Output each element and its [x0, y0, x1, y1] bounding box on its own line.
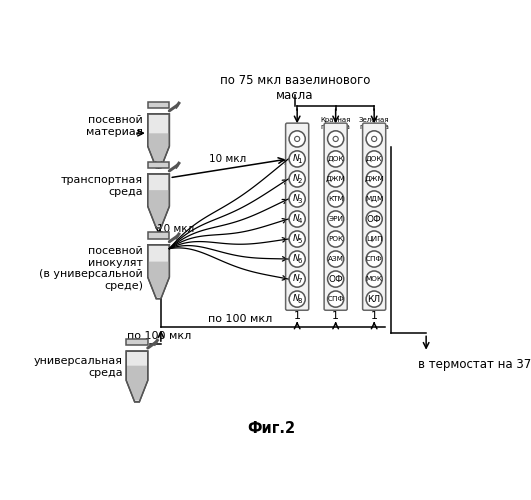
- Circle shape: [366, 171, 382, 187]
- Text: N: N: [293, 194, 300, 202]
- Text: КЛ: КЛ: [367, 294, 381, 304]
- Polygon shape: [148, 114, 169, 168]
- Text: 5: 5: [298, 238, 302, 244]
- Text: N: N: [293, 214, 300, 222]
- Text: 1: 1: [297, 158, 302, 164]
- Polygon shape: [149, 190, 168, 226]
- Text: ДОК: ДОК: [328, 156, 344, 162]
- Circle shape: [289, 151, 305, 167]
- Circle shape: [328, 151, 344, 167]
- FancyBboxPatch shape: [363, 123, 386, 310]
- Text: МОК: МОК: [366, 276, 383, 282]
- Text: по 100 мкл: по 100 мкл: [209, 314, 273, 324]
- Text: ДЖМ: ДЖМ: [326, 176, 346, 182]
- Text: Фиг.2: Фиг.2: [247, 421, 296, 436]
- Text: 1: 1: [371, 310, 378, 320]
- Circle shape: [289, 191, 305, 207]
- Text: по 75 мкл вазелинового
масла: по 75 мкл вазелинового масла: [220, 74, 370, 102]
- Polygon shape: [149, 134, 168, 166]
- Text: СПФ: СПФ: [327, 296, 344, 302]
- Circle shape: [289, 251, 305, 267]
- Circle shape: [366, 191, 382, 207]
- Text: N: N: [293, 254, 300, 263]
- Text: ЭРИ: ЭРИ: [328, 216, 343, 222]
- Circle shape: [366, 211, 382, 227]
- Text: посевной
инокулят
(в универсальной
среде): посевной инокулят (в универсальной среде…: [39, 246, 143, 291]
- Text: N: N: [293, 294, 300, 303]
- Circle shape: [366, 131, 382, 147]
- Circle shape: [333, 136, 338, 141]
- Text: 6: 6: [297, 258, 302, 264]
- Circle shape: [289, 231, 305, 247]
- Text: N: N: [293, 274, 300, 283]
- Text: ОФ: ОФ: [367, 214, 382, 224]
- Text: 1: 1: [294, 310, 301, 320]
- Text: 10 мкл: 10 мкл: [157, 224, 194, 234]
- Polygon shape: [148, 245, 169, 298]
- Text: Зеленая
полоска: Зеленая полоска: [359, 117, 389, 130]
- Text: ДОК: ДОК: [366, 156, 382, 162]
- Text: СПФ: СПФ: [366, 256, 382, 262]
- Text: 2: 2: [298, 178, 302, 184]
- Text: N: N: [293, 174, 300, 182]
- Circle shape: [366, 291, 382, 307]
- Text: в термостат на 37°C: в термостат на 37°C: [418, 358, 531, 370]
- Text: посевной
материал: посевной материал: [87, 116, 143, 137]
- Text: МДМ: МДМ: [365, 196, 383, 202]
- Text: Красная
полоска: Красная полоска: [321, 117, 351, 130]
- Bar: [126, 338, 148, 345]
- Bar: [148, 232, 169, 238]
- Text: N: N: [293, 154, 300, 162]
- Circle shape: [366, 231, 382, 247]
- Polygon shape: [149, 262, 168, 297]
- Text: по 100 мкл: по 100 мкл: [127, 331, 192, 341]
- Text: АЗМ: АЗМ: [328, 256, 344, 262]
- Circle shape: [366, 151, 382, 167]
- Circle shape: [289, 131, 305, 147]
- Circle shape: [366, 271, 382, 287]
- Circle shape: [328, 231, 344, 247]
- Polygon shape: [148, 174, 169, 228]
- Circle shape: [366, 251, 382, 267]
- Text: 7: 7: [297, 278, 302, 284]
- Text: 4: 4: [298, 218, 302, 224]
- Text: ДЖМ: ДЖМ: [364, 176, 384, 182]
- Circle shape: [328, 251, 344, 267]
- Text: универсальная
среда: универсальная среда: [34, 356, 123, 378]
- Text: 1: 1: [332, 310, 339, 320]
- Text: транспортная
среда: транспортная среда: [61, 176, 143, 197]
- Circle shape: [295, 136, 300, 141]
- Text: N: N: [293, 234, 300, 243]
- Text: 3: 3: [297, 198, 302, 204]
- Polygon shape: [127, 366, 147, 400]
- Circle shape: [289, 211, 305, 227]
- Circle shape: [289, 291, 305, 307]
- Circle shape: [328, 191, 344, 207]
- Text: РОК: РОК: [328, 236, 343, 242]
- Circle shape: [328, 271, 344, 287]
- Text: 10 мкл: 10 мкл: [209, 154, 246, 164]
- Bar: [148, 162, 169, 168]
- Text: 8: 8: [297, 298, 302, 304]
- FancyBboxPatch shape: [324, 123, 347, 310]
- Circle shape: [372, 136, 377, 141]
- Circle shape: [328, 291, 344, 307]
- Circle shape: [328, 131, 344, 147]
- Text: ЦИП: ЦИП: [366, 236, 382, 242]
- Bar: [148, 102, 169, 107]
- Text: ОФ: ОФ: [328, 274, 343, 283]
- Circle shape: [328, 171, 344, 187]
- Circle shape: [289, 171, 305, 187]
- FancyBboxPatch shape: [286, 123, 309, 310]
- Polygon shape: [126, 351, 148, 402]
- Text: КТМ: КТМ: [328, 196, 344, 202]
- Circle shape: [289, 271, 305, 287]
- Circle shape: [328, 211, 344, 227]
